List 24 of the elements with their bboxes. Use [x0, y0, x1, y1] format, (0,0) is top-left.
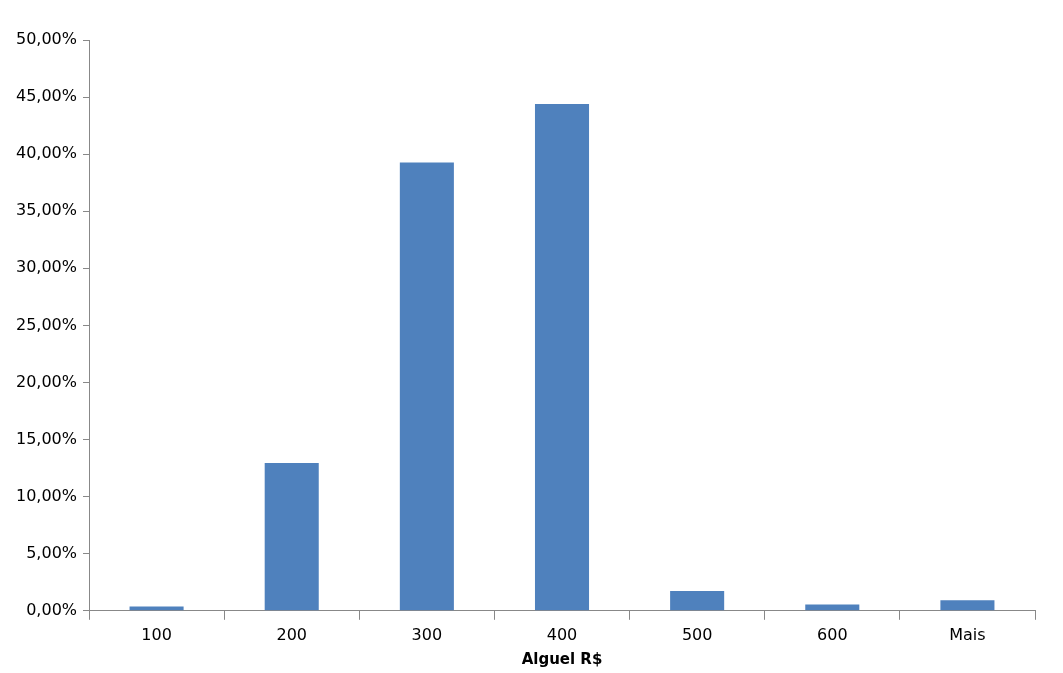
bar — [670, 590, 725, 611]
y-tick-label: 30,00% — [15, 257, 78, 277]
x-tick-label: 100 — [141, 624, 172, 644]
y-tick-label: 40,00% — [15, 143, 78, 163]
y-tick-label: 35,00% — [15, 200, 78, 220]
y-tick-label: 5,00% — [26, 542, 78, 562]
x-axis-title: Alguel R$ — [521, 649, 603, 668]
bar — [399, 162, 454, 611]
y-tick-label: 10,00% — [15, 485, 78, 505]
x-tick-label: 400 — [546, 624, 578, 644]
x-tick-label: 300 — [411, 624, 443, 644]
y-tick-label: 0,00% — [26, 599, 78, 619]
x-tick-label: 500 — [681, 624, 713, 644]
y-tick-label: 20,00% — [15, 371, 78, 391]
bar — [940, 600, 995, 611]
x-tick-label: Mais — [949, 624, 986, 644]
bar — [264, 463, 319, 611]
y-tick-label: 15,00% — [15, 428, 78, 448]
x-tick-label: 600 — [817, 624, 848, 644]
y-tick-label: 45,00% — [15, 86, 78, 106]
y-tick-label: 50,00% — [15, 29, 78, 49]
y-tick-label: 25,00% — [15, 314, 78, 334]
bar — [534, 103, 590, 611]
x-tick-label: 200 — [276, 624, 307, 644]
